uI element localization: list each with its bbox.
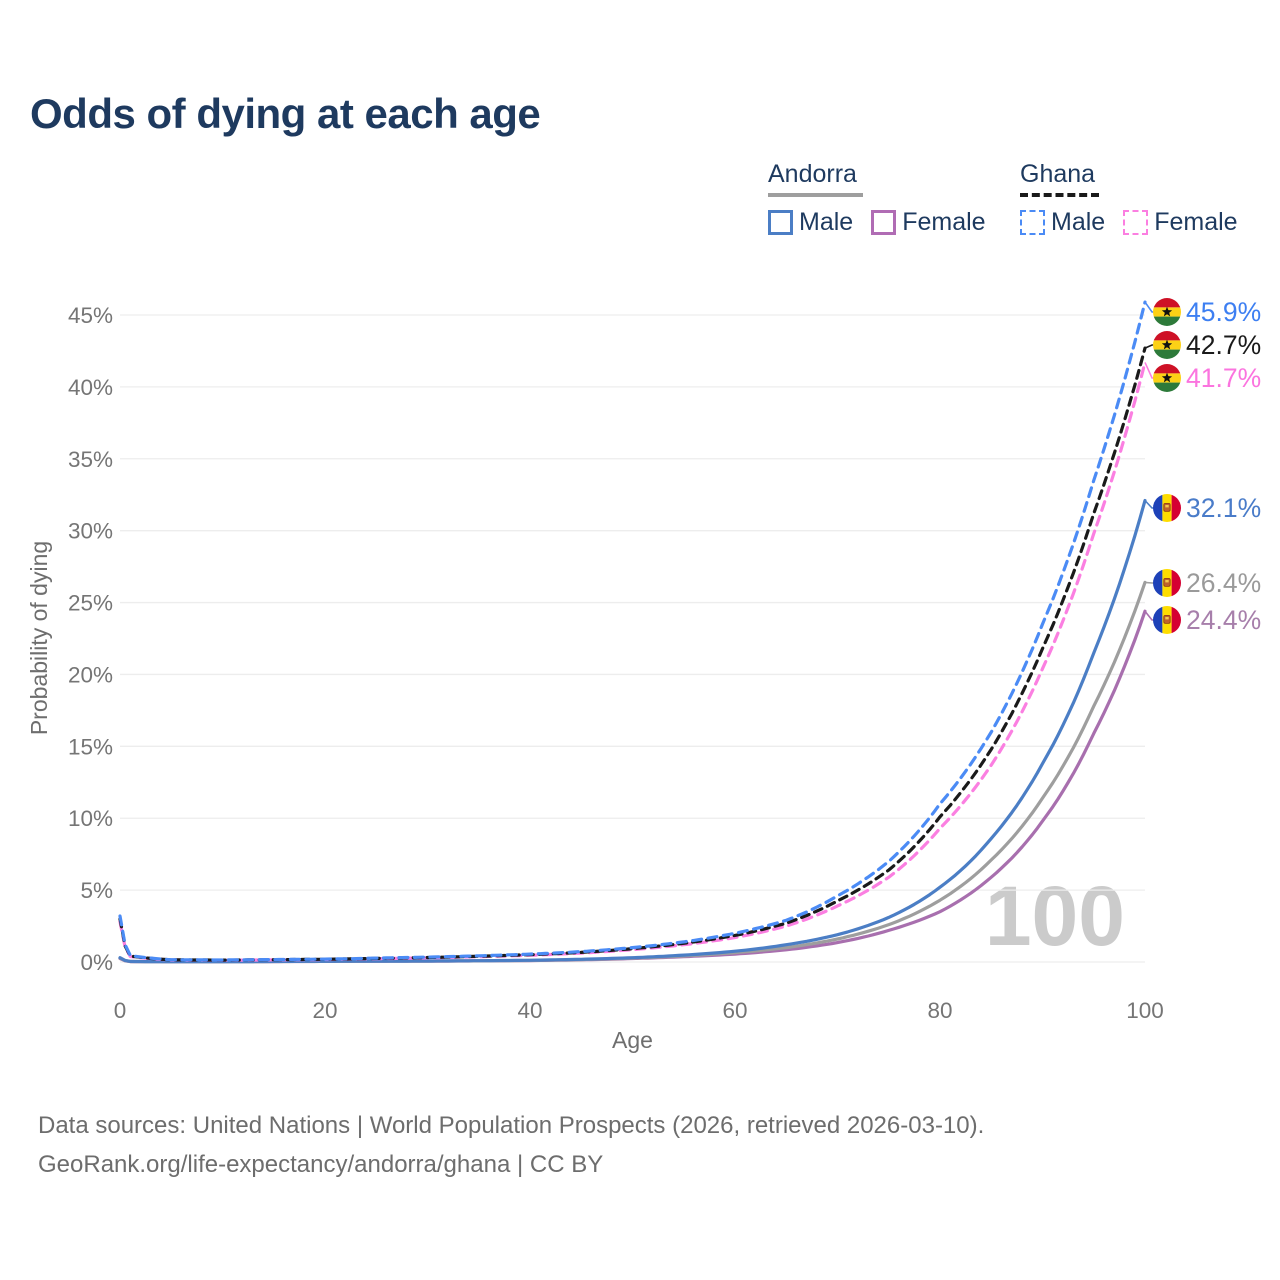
flag-band [1153,494,1163,522]
source-attribution: Data sources: United Nations | World Pop… [38,1106,984,1184]
line-andorra_male [118,498,1147,964]
end-value-label: 24.4% [1186,605,1261,635]
y-tick-label: 35% [68,447,113,472]
y-tick-label: 10% [68,806,113,831]
end-label-connector [1144,610,1154,621]
ghana-flag-icon [1153,364,1181,392]
andorra-male-swatch [768,210,793,235]
flag-band [1171,569,1181,597]
flag-band [1171,494,1181,522]
flag-star [1161,372,1173,383]
end-value-label: 45.9% [1186,297,1261,327]
flag-band [1171,606,1181,634]
age-indicator-watermark: 100 [985,869,1125,963]
ghana-flag-icon [1153,331,1181,359]
source-line-2: GeoRank.org/life-expectancy/andorra/ghan… [38,1151,604,1178]
legend-label: Female [902,208,986,236]
legend-label: Male [1051,208,1106,236]
source-line-1: Data sources: United Nations | World Pop… [38,1112,985,1139]
legend-item-andorra-female[interactable]: Female [871,208,986,237]
end-label-connector [1144,362,1154,379]
x-tick-label: 100 [1126,998,1164,1023]
end-value-label: 41.7% [1186,363,1261,393]
y-tick-label: 0% [80,950,113,975]
legend-label: Female [1154,208,1238,236]
flag-star [1161,306,1173,317]
y-tick-label: 25% [68,591,113,616]
flag-band [1153,569,1163,597]
legend-group-andorra: Andorra Male Female [768,160,986,237]
y-tick-label: 40% [68,375,113,400]
y-tick-label: 15% [68,734,113,759]
legend-item-ghana-male[interactable]: Male [1020,208,1105,237]
legend-country-ghana: Ghana [1020,160,1100,197]
x-tick-label: 20 [312,998,337,1023]
x-axis-title: Age [612,1027,653,1053]
x-tick-label: 0 [114,998,127,1023]
flag-band [1153,382,1181,392]
y-tick-label: 30% [68,519,113,544]
flag-band [1153,364,1181,374]
andorra-flag-icon [1153,494,1181,522]
flag-band [1153,606,1163,634]
legend-group-ghana: Ghana Male Female [1020,160,1238,237]
flag-band [1153,316,1181,326]
flag-band [1153,298,1181,308]
y-axis-title: Probability of dying [26,541,52,735]
andorra-female-swatch [871,210,897,235]
legend-label: Male [799,208,854,236]
end-value-label: 26.4% [1186,568,1261,598]
x-tick-label: 80 [927,998,952,1023]
flag-emblem-detail [1165,580,1169,583]
legend-item-andorra-male[interactable]: Male [768,208,853,237]
end-label-connector [1144,581,1154,584]
ghana-male-swatch [1020,210,1045,235]
legend-item-ghana-female[interactable]: Female [1123,208,1238,237]
y-tick-label: 5% [80,878,113,903]
x-tick-label: 40 [517,998,542,1023]
flag-band [1153,349,1181,359]
legend-items-ghana: Male Female [1020,208,1238,237]
ghana-flag-icon [1153,298,1181,326]
ghana-female-swatch [1123,210,1149,235]
line-ghana_female [118,360,1147,962]
flag-star [1161,339,1173,350]
flag-emblem-detail [1165,505,1169,508]
legend-country-andorra: Andorra [768,160,863,197]
end-label-connector [1144,499,1154,509]
x-tick-label: 60 [722,998,747,1023]
y-tick-label: 45% [68,303,113,328]
end-value-label: 42.7% [1186,330,1261,360]
y-tick-label: 20% [68,662,113,687]
andorra-flag-icon [1153,606,1181,634]
flag-emblem-detail [1165,617,1169,620]
end-value-label: 32.1% [1186,493,1261,523]
end-label-connector [1144,301,1154,313]
page-title: Odds of dying at each age [30,90,541,137]
end-label-connector [1144,344,1154,349]
line-ghana_male [118,300,1147,962]
flag-band [1153,331,1181,341]
andorra-flag-icon [1153,569,1181,597]
legend-items-andorra: Male Female [768,208,986,237]
